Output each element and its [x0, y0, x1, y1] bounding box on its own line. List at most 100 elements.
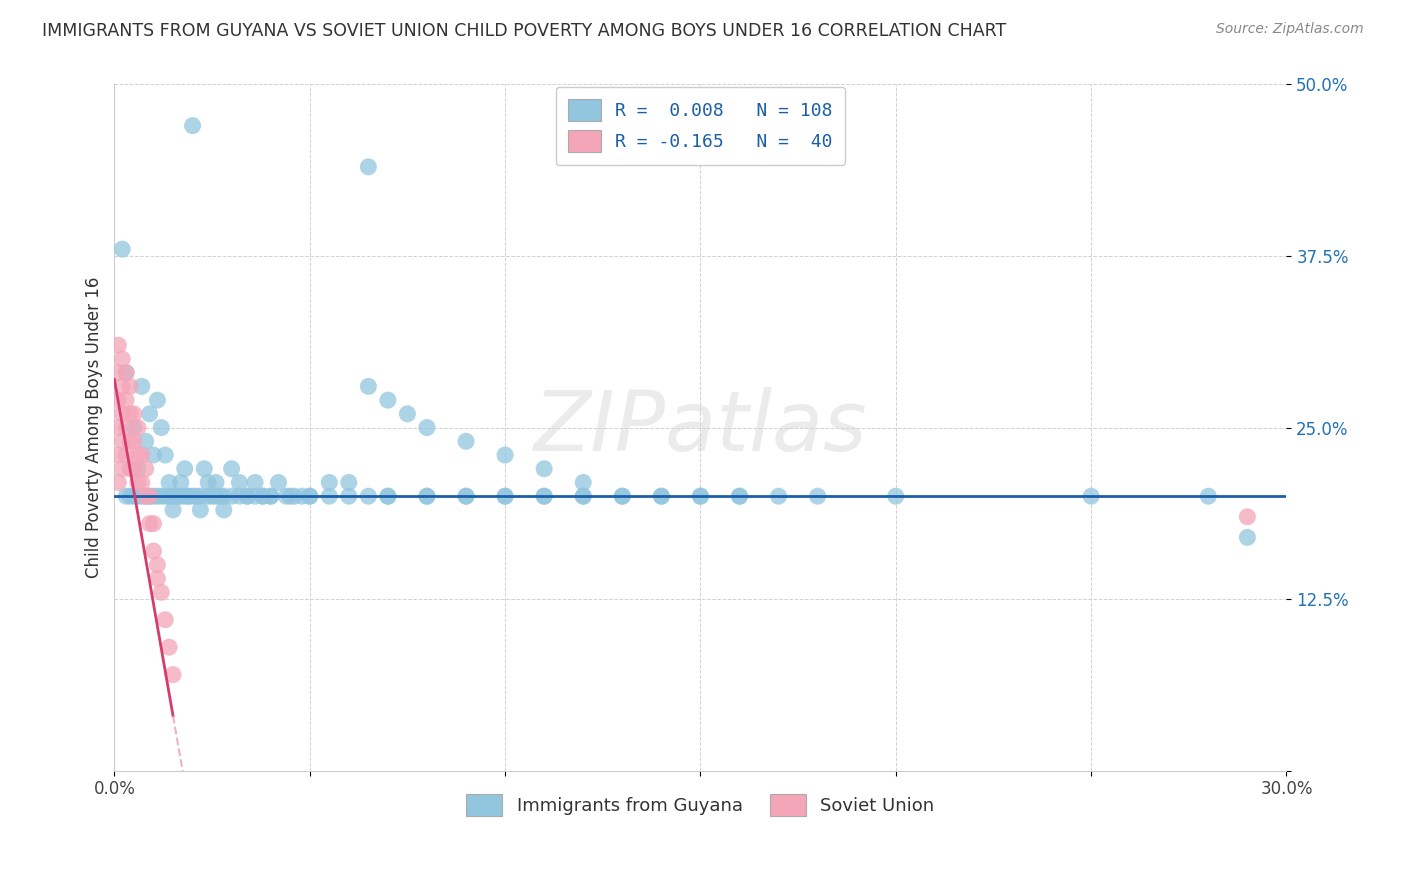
Point	[162, 667, 184, 681]
Point	[190, 503, 212, 517]
Point	[166, 489, 188, 503]
Point	[111, 379, 134, 393]
Point	[291, 489, 314, 503]
Point	[260, 489, 283, 503]
Point	[650, 489, 672, 503]
Point	[122, 407, 145, 421]
Point	[243, 489, 266, 503]
Point	[173, 461, 195, 475]
Point	[236, 489, 259, 503]
Point	[612, 489, 634, 503]
Point	[533, 489, 555, 503]
Point	[115, 366, 138, 380]
Point	[162, 503, 184, 517]
Point	[131, 489, 153, 503]
Point	[228, 475, 250, 490]
Point	[197, 475, 219, 490]
Point	[170, 489, 193, 503]
Point	[689, 489, 711, 503]
Point	[181, 489, 204, 503]
Y-axis label: Child Poverty Among Boys Under 16: Child Poverty Among Boys Under 16	[86, 277, 103, 578]
Point	[135, 461, 157, 475]
Point	[357, 379, 380, 393]
Point	[212, 489, 235, 503]
Point	[127, 448, 149, 462]
Point	[1080, 489, 1102, 503]
Point	[153, 448, 176, 462]
Point	[127, 420, 149, 434]
Point	[135, 434, 157, 449]
Point	[111, 434, 134, 449]
Point	[150, 489, 173, 503]
Point	[177, 489, 200, 503]
Point	[142, 516, 165, 531]
Point	[228, 489, 250, 503]
Point	[138, 516, 160, 531]
Point	[122, 434, 145, 449]
Point	[807, 489, 830, 503]
Point	[377, 489, 399, 503]
Point	[208, 489, 231, 503]
Point	[142, 489, 165, 503]
Point	[197, 489, 219, 503]
Point	[650, 489, 672, 503]
Point	[127, 461, 149, 475]
Point	[768, 489, 790, 503]
Point	[115, 448, 138, 462]
Point	[337, 475, 360, 490]
Point	[221, 489, 243, 503]
Point	[205, 489, 228, 503]
Point	[162, 489, 184, 503]
Point	[396, 407, 419, 421]
Point	[572, 489, 595, 503]
Point	[243, 475, 266, 490]
Point	[1197, 489, 1219, 503]
Point	[122, 489, 145, 503]
Point	[221, 461, 243, 475]
Point	[728, 489, 751, 503]
Point	[260, 489, 283, 503]
Point	[318, 475, 340, 490]
Point	[157, 489, 180, 503]
Point	[181, 119, 204, 133]
Point	[267, 475, 290, 490]
Point	[146, 558, 169, 572]
Point	[377, 489, 399, 503]
Point	[138, 489, 160, 503]
Point	[454, 489, 477, 503]
Text: IMMIGRANTS FROM GUYANA VS SOVIET UNION CHILD POVERTY AMONG BOYS UNDER 16 CORRELA: IMMIGRANTS FROM GUYANA VS SOVIET UNION C…	[42, 22, 1007, 40]
Point	[115, 393, 138, 408]
Point	[153, 613, 176, 627]
Point	[689, 489, 711, 503]
Point	[377, 393, 399, 408]
Point	[127, 489, 149, 503]
Point	[142, 544, 165, 558]
Point	[298, 489, 321, 503]
Point	[1236, 530, 1258, 544]
Point	[131, 475, 153, 490]
Point	[166, 489, 188, 503]
Point	[276, 489, 298, 503]
Point	[193, 461, 215, 475]
Point	[278, 489, 301, 503]
Point	[107, 448, 129, 462]
Point	[150, 585, 173, 599]
Point	[142, 448, 165, 462]
Point	[494, 489, 516, 503]
Point	[111, 407, 134, 421]
Point	[150, 420, 173, 434]
Legend: Immigrants from Guyana, Soviet Union: Immigrants from Guyana, Soviet Union	[460, 787, 942, 823]
Point	[252, 489, 274, 503]
Point	[416, 420, 439, 434]
Point	[127, 475, 149, 490]
Point	[118, 434, 141, 449]
Point	[107, 420, 129, 434]
Point	[884, 489, 907, 503]
Point	[135, 489, 157, 503]
Point	[416, 489, 439, 503]
Point	[157, 475, 180, 490]
Point	[357, 160, 380, 174]
Point	[131, 379, 153, 393]
Point	[236, 489, 259, 503]
Point	[138, 407, 160, 421]
